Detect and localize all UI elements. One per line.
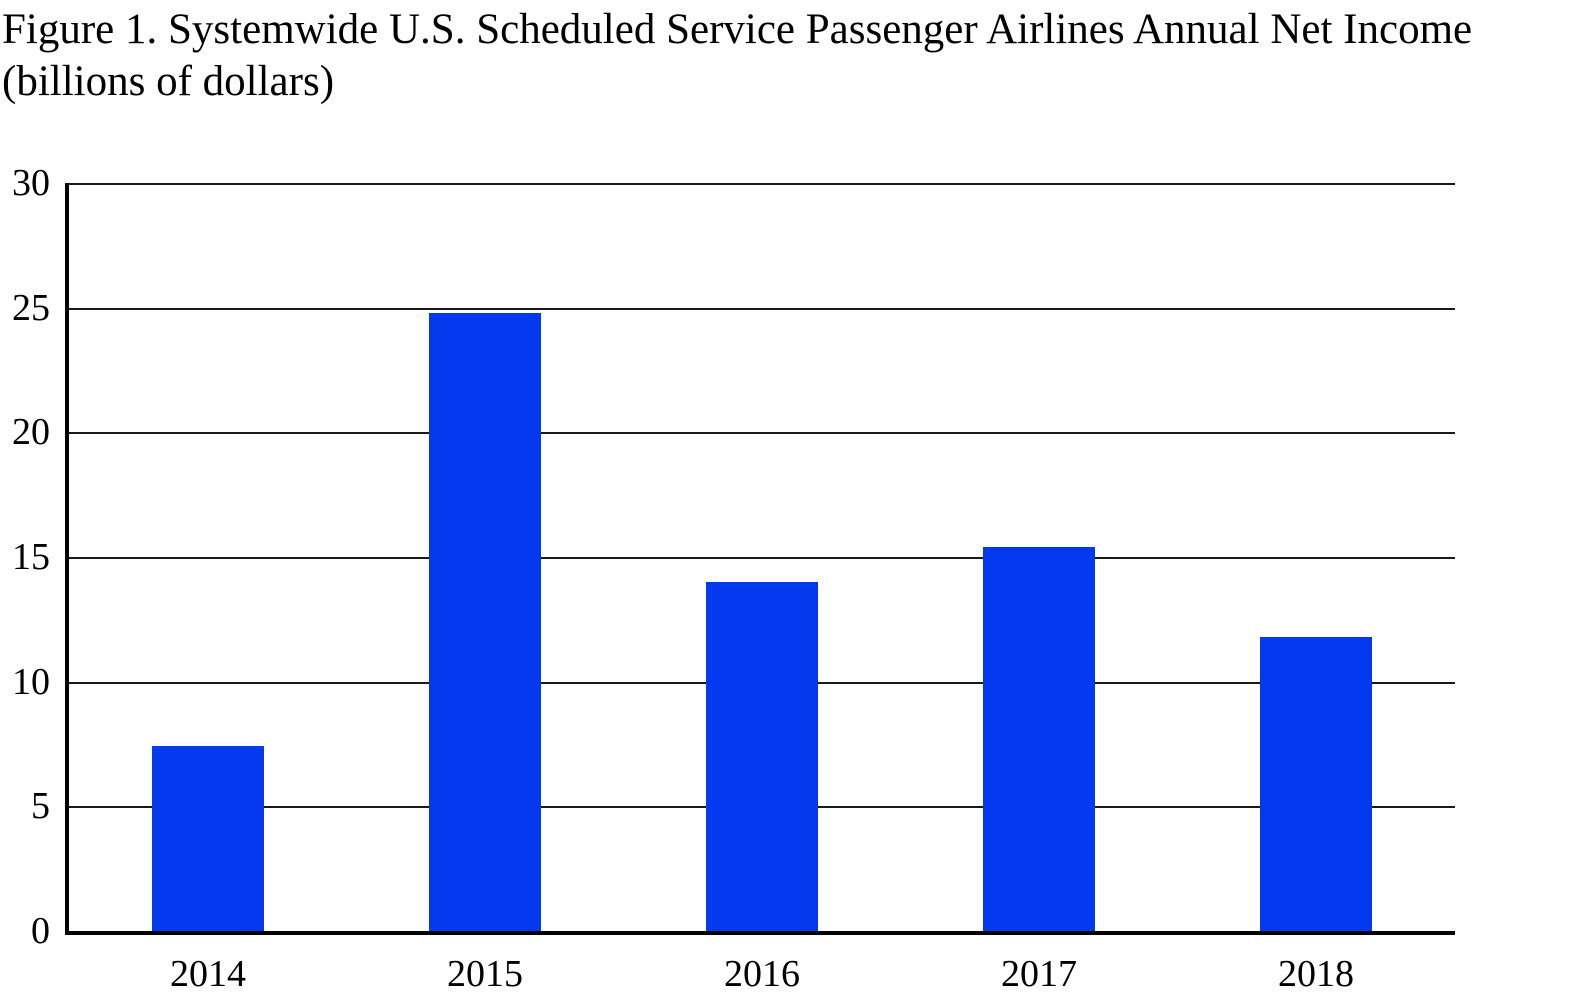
y-tick-label-10: 10: [12, 661, 50, 703]
x-tick-label-2014: 2014: [170, 953, 246, 995]
bar-2018: [1260, 637, 1372, 931]
bar-2017: [983, 547, 1095, 931]
gridline-y-25: [69, 308, 1455, 310]
bar-2016: [706, 582, 818, 931]
y-tick-label-15: 15: [12, 536, 50, 578]
chart-title-line1: Figure 1. Systemwide U.S. Scheduled Serv…: [2, 6, 1473, 53]
plot-area: [65, 183, 1455, 935]
chart-title-line2: (billions of dollars): [2, 57, 335, 105]
y-tick-label-25: 25: [12, 287, 50, 329]
x-tick-label-2018: 2018: [1278, 953, 1354, 995]
x-tick-label-2016: 2016: [724, 953, 800, 995]
y-tick-label-5: 5: [31, 785, 50, 827]
bar-2015: [429, 313, 541, 931]
x-tick-label-2017: 2017: [1001, 953, 1077, 995]
gridline-y-30: [69, 183, 1455, 185]
y-tick-label-0: 0: [31, 910, 50, 952]
y-tick-label-30: 30: [12, 162, 50, 204]
chart-title: Figure 1. Systemwide U.S. Scheduled Serv…: [2, 4, 1472, 107]
gridline-y-15: [69, 557, 1455, 559]
gridline-y-20: [69, 432, 1455, 434]
x-tick-label-2015: 2015: [447, 953, 523, 995]
bar-2014: [152, 746, 264, 931]
y-tick-label-20: 20: [12, 411, 50, 453]
